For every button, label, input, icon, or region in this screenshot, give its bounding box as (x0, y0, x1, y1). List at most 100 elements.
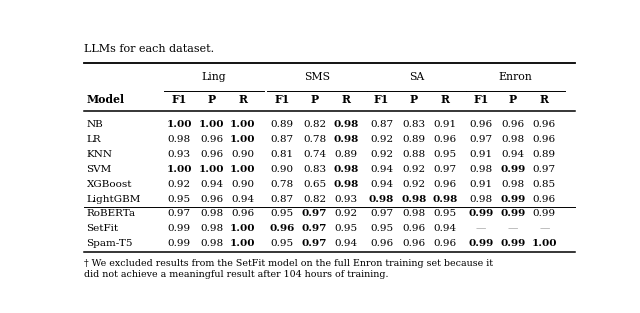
Text: 0.96: 0.96 (532, 195, 556, 203)
Text: F1: F1 (172, 94, 187, 105)
Text: 0.91: 0.91 (469, 150, 492, 159)
Text: 0.95: 0.95 (433, 150, 456, 159)
Text: 0.92: 0.92 (403, 180, 426, 189)
Text: 0.98: 0.98 (502, 135, 525, 144)
Text: 0.87: 0.87 (370, 120, 393, 129)
Text: 0.95: 0.95 (168, 195, 191, 203)
Text: 0.92: 0.92 (403, 165, 426, 174)
Text: † We excluded results from the SetFit model on the full Enron training set becau: † We excluded results from the SetFit mo… (84, 259, 493, 279)
Text: RoBERTa: RoBERTa (86, 209, 136, 218)
Text: 0.92: 0.92 (168, 180, 191, 189)
Text: 0.96: 0.96 (269, 224, 295, 233)
Text: 0.96: 0.96 (403, 224, 426, 233)
Text: 0.90: 0.90 (271, 165, 294, 174)
Text: 0.92: 0.92 (370, 150, 393, 159)
Text: 0.95: 0.95 (271, 209, 294, 218)
Text: 0.96: 0.96 (502, 120, 525, 129)
Text: 0.96: 0.96 (403, 239, 426, 248)
Text: 0.82: 0.82 (303, 120, 326, 129)
Text: 1.00: 1.00 (230, 239, 255, 248)
Text: 1.00: 1.00 (198, 165, 224, 174)
Text: F1: F1 (374, 94, 389, 105)
Text: 0.92: 0.92 (370, 135, 393, 144)
Text: 0.78: 0.78 (271, 180, 294, 189)
Text: 0.95: 0.95 (271, 239, 294, 248)
Text: 0.98: 0.98 (168, 135, 191, 144)
Text: 0.94: 0.94 (433, 224, 456, 233)
Text: Enron: Enron (499, 72, 532, 82)
Text: 0.94: 0.94 (502, 150, 525, 159)
Text: 0.93: 0.93 (334, 195, 357, 203)
Text: 0.97: 0.97 (370, 209, 393, 218)
Text: 0.96: 0.96 (200, 195, 223, 203)
Text: 0.81: 0.81 (271, 150, 294, 159)
Text: 0.98: 0.98 (333, 180, 358, 189)
Text: 0.97: 0.97 (469, 135, 492, 144)
Text: —: — (476, 224, 486, 233)
Text: 0.96: 0.96 (200, 135, 223, 144)
Text: 0.96: 0.96 (469, 120, 492, 129)
Text: —: — (508, 224, 518, 233)
Text: SA: SA (409, 72, 424, 82)
Text: 0.99: 0.99 (500, 195, 525, 203)
Text: 0.99: 0.99 (500, 209, 525, 218)
Text: 0.92: 0.92 (334, 209, 357, 218)
Text: LightGBM: LightGBM (86, 195, 141, 203)
Text: P: P (509, 94, 517, 105)
Text: 0.98: 0.98 (433, 195, 458, 203)
Text: 0.96: 0.96 (532, 135, 556, 144)
Text: R: R (341, 94, 350, 105)
Text: 0.96: 0.96 (433, 180, 456, 189)
Text: 1.00: 1.00 (230, 120, 255, 129)
Text: 0.89: 0.89 (271, 120, 294, 129)
Text: 0.98: 0.98 (200, 209, 223, 218)
Text: 0.98: 0.98 (333, 135, 358, 144)
Text: P: P (310, 94, 319, 105)
Text: 0.99: 0.99 (500, 239, 525, 248)
Text: R: R (440, 94, 449, 105)
Text: 0.95: 0.95 (433, 209, 456, 218)
Text: 0.99: 0.99 (468, 239, 493, 248)
Text: 0.98: 0.98 (333, 120, 358, 129)
Text: 0.82: 0.82 (303, 195, 326, 203)
Text: 0.98: 0.98 (333, 165, 358, 174)
Text: 0.96: 0.96 (433, 239, 456, 248)
Text: P: P (207, 94, 216, 105)
Text: 0.88: 0.88 (403, 150, 426, 159)
Text: 0.90: 0.90 (231, 180, 254, 189)
Text: 0.98: 0.98 (403, 209, 426, 218)
Text: F1: F1 (473, 94, 488, 105)
Text: F1: F1 (275, 94, 290, 105)
Text: 0.94: 0.94 (370, 180, 393, 189)
Text: SMS: SMS (304, 72, 330, 82)
Text: 0.89: 0.89 (403, 135, 426, 144)
Text: 0.65: 0.65 (303, 180, 326, 189)
Text: R: R (540, 94, 548, 105)
Text: 0.98: 0.98 (369, 195, 394, 203)
Text: 0.98: 0.98 (502, 180, 525, 189)
Text: Model: Model (86, 94, 125, 105)
Text: 0.94: 0.94 (370, 165, 393, 174)
Text: 0.99: 0.99 (500, 165, 525, 174)
Text: 0.90: 0.90 (231, 150, 254, 159)
Text: 0.99: 0.99 (168, 239, 191, 248)
Text: 1.00: 1.00 (230, 165, 255, 174)
Text: 0.91: 0.91 (469, 180, 492, 189)
Text: 0.91: 0.91 (433, 120, 456, 129)
Text: 0.98: 0.98 (469, 165, 492, 174)
Text: SetFit: SetFit (86, 224, 118, 233)
Text: P: P (410, 94, 418, 105)
Text: 0.97: 0.97 (433, 165, 456, 174)
Text: 1.00: 1.00 (230, 135, 255, 144)
Text: 0.94: 0.94 (200, 180, 223, 189)
Text: KNN: KNN (86, 150, 113, 159)
Text: 0.97: 0.97 (302, 209, 327, 218)
Text: 0.97: 0.97 (302, 239, 327, 248)
Text: 1.00: 1.00 (198, 120, 224, 129)
Text: 0.96: 0.96 (433, 135, 456, 144)
Text: 0.99: 0.99 (468, 209, 493, 218)
Text: 1.00: 1.00 (230, 224, 255, 233)
Text: 0.83: 0.83 (303, 165, 326, 174)
Text: 0.96: 0.96 (532, 120, 556, 129)
Text: Ling: Ling (202, 72, 226, 82)
